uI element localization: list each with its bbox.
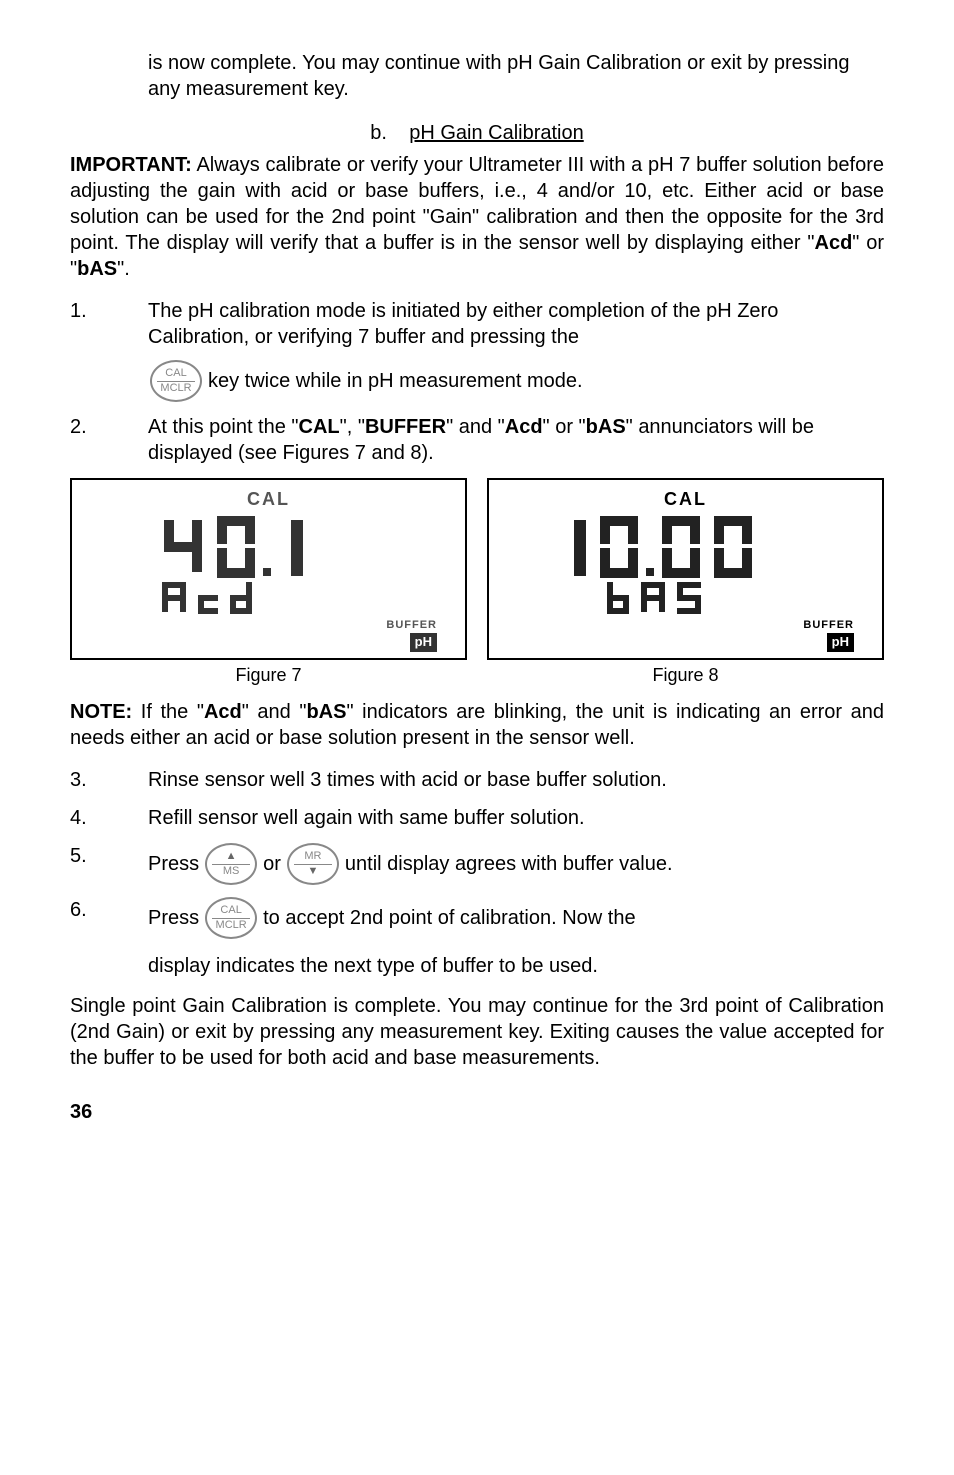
key-cal-bot: MCLR — [160, 383, 191, 395]
step-3-num: 3. — [70, 767, 148, 793]
important-text: Always calibrate or verify your Ultramet… — [70, 154, 884, 254]
figure-7-buffer: BUFFER — [386, 618, 437, 632]
note-pre: If the " — [132, 701, 204, 723]
cal-mclr-key-icon-2: CAL MCLR — [205, 897, 257, 939]
figure-8-ph: pH — [827, 633, 854, 652]
step-6-line2: display indicates the next type of buffe… — [148, 953, 884, 979]
up-arrow-icon — [226, 851, 237, 863]
note-paragraph: NOTE: If the "Acd" and "bAS" indicators … — [70, 699, 884, 751]
step-6-post: to accept 2nd point of calibration. Now … — [263, 905, 635, 931]
key-cal-bot-2: MCLR — [216, 920, 247, 932]
figure-8: CAL — [487, 478, 884, 687]
step-6-pre: Press — [148, 905, 199, 931]
figure-7-ph: pH — [410, 633, 437, 652]
page-number: 36 — [70, 1099, 884, 1125]
step-5: 5. Press MS or MR until display agrees w… — [70, 843, 884, 885]
figures-row: CAL — [70, 478, 884, 687]
step-3-text: Rinse sensor well 3 times with acid or b… — [148, 767, 884, 793]
step-2-cal: CAL — [299, 416, 340, 438]
key-cal-top: CAL — [165, 368, 186, 380]
step-2-buffer: BUFFER — [365, 416, 446, 438]
key-ms: MS — [223, 866, 240, 878]
important-after: ". — [117, 258, 130, 280]
step-2-acd: Acd — [505, 416, 543, 438]
closing-paragraph: Single point Gain Calibration is complet… — [70, 993, 884, 1071]
note-label: NOTE: — [70, 701, 132, 723]
note-bas: bAS — [306, 701, 346, 723]
important-bas: bAS — [77, 258, 117, 280]
important-label: IMPORTANT: — [70, 154, 192, 176]
intro-paragraph: is now complete. You may continue with p… — [148, 50, 884, 102]
figure-7-main — [159, 510, 379, 580]
step-5-num: 5. — [70, 843, 148, 869]
step-2: 2. At this point the "CAL", "BUFFER" and… — [70, 414, 884, 466]
figure-8-cal: CAL — [664, 488, 707, 511]
step-2-m3: " or " — [543, 416, 586, 438]
step-4-num: 4. — [70, 805, 148, 831]
figure-8-caption: Figure 8 — [487, 664, 884, 687]
cal-mclr-key-icon: CAL MCLR — [150, 360, 202, 402]
step-3: 3. Rinse sensor well 3 times with acid o… — [70, 767, 884, 793]
step-5-pre: Press — [148, 851, 199, 877]
step-4: 4. Refill sensor well again with same bu… — [70, 805, 884, 831]
step-1: 1. The pH calibration mode is initiated … — [70, 298, 884, 402]
figure-7-sub — [160, 580, 290, 616]
step-1-after-key: key twice while in pH measurement mode. — [208, 368, 583, 394]
section-heading: b. pH Gain Calibration — [70, 120, 884, 146]
step-2-pre: At this point the " — [148, 416, 299, 438]
step-4-text: Refill sensor well again with same buffe… — [148, 805, 884, 831]
figure-8-buffer: BUFFER — [803, 618, 854, 632]
step-1-num: 1. — [70, 298, 148, 324]
key-cal-top-2: CAL — [220, 905, 241, 917]
figure-8-sub — [605, 580, 735, 616]
important-paragraph: IMPORTANT: Always calibrate or verify yo… — [70, 152, 884, 282]
step-1-text: The pH calibration mode is initiated by … — [148, 298, 884, 350]
figure-7-caption: Figure 7 — [70, 664, 467, 687]
step-6: 6. Press CAL MCLR to accept 2nd point of… — [70, 897, 884, 979]
step-2-m2: " and " — [446, 416, 505, 438]
step-6-num: 6. — [70, 897, 148, 923]
figure-7-cal: CAL — [247, 488, 290, 511]
step-5-mid: or — [263, 851, 281, 877]
important-acd: Acd — [815, 232, 853, 254]
heading-letter: b. — [370, 122, 387, 144]
step-5-post: until display agrees with buffer value. — [345, 851, 673, 877]
figure-8-main — [556, 510, 816, 580]
down-arrow-icon — [307, 866, 318, 878]
key-mr: MR — [304, 851, 321, 863]
step-2-bas: bAS — [586, 416, 626, 438]
up-ms-key-icon: MS — [205, 843, 257, 885]
note-acd: Acd — [204, 701, 242, 723]
note-m1: " and " — [242, 701, 307, 723]
figure-8-lcd: CAL — [487, 478, 884, 660]
heading-title: pH Gain Calibration — [409, 122, 584, 144]
figure-7: CAL — [70, 478, 467, 687]
step-2-m1: ", " — [340, 416, 365, 438]
mr-down-key-icon: MR — [287, 843, 339, 885]
figure-7-lcd: CAL — [70, 478, 467, 660]
step-2-num: 2. — [70, 414, 148, 440]
